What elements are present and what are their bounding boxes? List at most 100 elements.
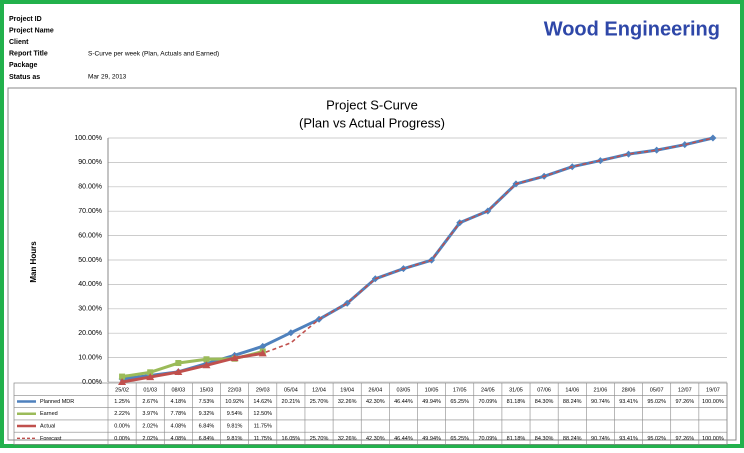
x-tick-label: 12/04 [312,388,326,394]
table-value: 9.54% [227,411,243,417]
table-value: 84.30% [535,399,554,405]
x-tick-label: 24/05 [481,388,495,394]
table-value: 49.94% [422,399,441,405]
x-tick-label: 05/04 [284,388,298,394]
x-tick-label: 08/03 [171,388,185,394]
y-tick-label: 60.00% [78,232,102,239]
chart-subtitle: (Plan vs Actual Progress) [299,115,445,130]
y-tick-label: 30.00% [78,306,102,313]
legend-label: Forecast [40,436,62,442]
table-value: 81.18% [507,399,526,405]
table-value: 1.25% [114,399,130,405]
y-tick-label: 100.00% [74,135,102,142]
table-value: 12.50% [253,411,272,417]
table-value: 11.75% [254,436,272,442]
y-tick-label: 50.00% [78,257,102,264]
field-label: Status as [9,74,40,81]
table-value: 70.09% [479,399,498,405]
table-value: 4.08% [171,436,187,442]
legend-label: Earned [40,411,58,417]
table-value: 81.18% [507,436,526,442]
field-label: Client [9,39,29,46]
table-value: 2.22% [114,411,130,417]
x-tick-label: 25/02 [115,388,129,394]
table-value: 84.30% [535,436,554,442]
table-value: 100.00% [702,436,724,442]
marker [119,373,126,380]
field-value: S-Curve per week (Plan, Actuals and Earn… [88,51,219,58]
table-value: 11.75% [254,424,272,430]
x-tick-label: 01/03 [143,388,157,394]
x-tick-label: 05/07 [650,388,664,394]
x-tick-label: 12/07 [678,388,692,394]
x-tick-label: 19/04 [340,388,354,394]
table-value: 2.67% [142,399,158,405]
marker [681,141,689,149]
marker [653,146,661,154]
x-tick-label: 28/06 [622,388,636,394]
company: Wood Engineering [544,18,720,40]
table-value: 32.26% [338,436,357,442]
table-value: 0.00% [114,436,130,442]
table-value: 2.02% [142,424,158,430]
series-line [121,137,714,383]
table-value: 25.70% [310,399,329,405]
table-value: 32.26% [338,399,357,405]
table-value: 49.94% [422,436,441,442]
legend-label: Planned MDR [40,399,74,405]
table-value: 42.30% [366,436,385,442]
marker [287,329,295,337]
table-value: 6.84% [199,424,215,430]
table-value: 88.24% [563,399,582,405]
table-value: 42.30% [366,399,385,405]
table-value: 46.44% [394,436,413,442]
table-value: 25.70% [310,436,329,442]
marker [596,157,604,165]
x-tick-label: 29/03 [256,388,270,394]
x-tick-label: 07/06 [537,388,551,394]
x-tick-label: 15/03 [200,388,214,394]
marker [625,150,633,158]
x-tick-label: 22/03 [228,388,242,394]
table-value: 95.02% [647,436,666,442]
y-tick-label: 10.00% [78,354,102,361]
table-value: 9.81% [227,424,243,430]
table-value: 65.25% [450,399,469,405]
table-value: 0.00% [114,424,130,430]
table-value: 7.53% [199,399,215,405]
table-value: 46.44% [394,399,413,405]
field-label: Package [9,62,38,69]
table-value: 9.32% [199,411,215,417]
table-value: 2.02% [142,436,158,442]
table-value: 3.97% [142,411,158,417]
x-tick-label: 17/05 [453,388,467,394]
y-axis-label: Man Hours [29,241,38,283]
y-tick-label: 90.00% [78,159,102,166]
table-value: 93.41% [619,436,638,442]
x-tick-label: 31/05 [509,388,523,394]
table-value: 14.62% [253,399,272,405]
marker [203,356,210,363]
table-value: 7.78% [171,411,187,417]
field-label: Project ID [9,16,42,23]
table-value: 100.00% [702,399,724,405]
x-tick-label: 19/07 [706,388,720,394]
x-tick-label: 10/05 [425,388,439,394]
y-tick-label: 80.00% [78,184,102,191]
table-value: 90.74% [591,436,610,442]
y-tick-label: 0.00% [82,379,102,386]
table-value: 90.74% [591,399,610,405]
y-tick-label: 40.00% [78,281,102,288]
table-value: 16.05% [282,436,301,442]
x-tick-label: 03/05 [397,388,411,394]
field-label: Report Title [9,51,48,58]
table-value: 65.25% [450,436,469,442]
y-tick-label: 20.00% [78,330,102,337]
table-value: 10.92% [225,399,244,405]
table-value: 9.81% [227,436,243,442]
table-value: 88.24% [563,436,582,442]
marker [259,342,267,350]
marker [175,360,182,367]
x-tick-label: 26/04 [368,388,382,394]
